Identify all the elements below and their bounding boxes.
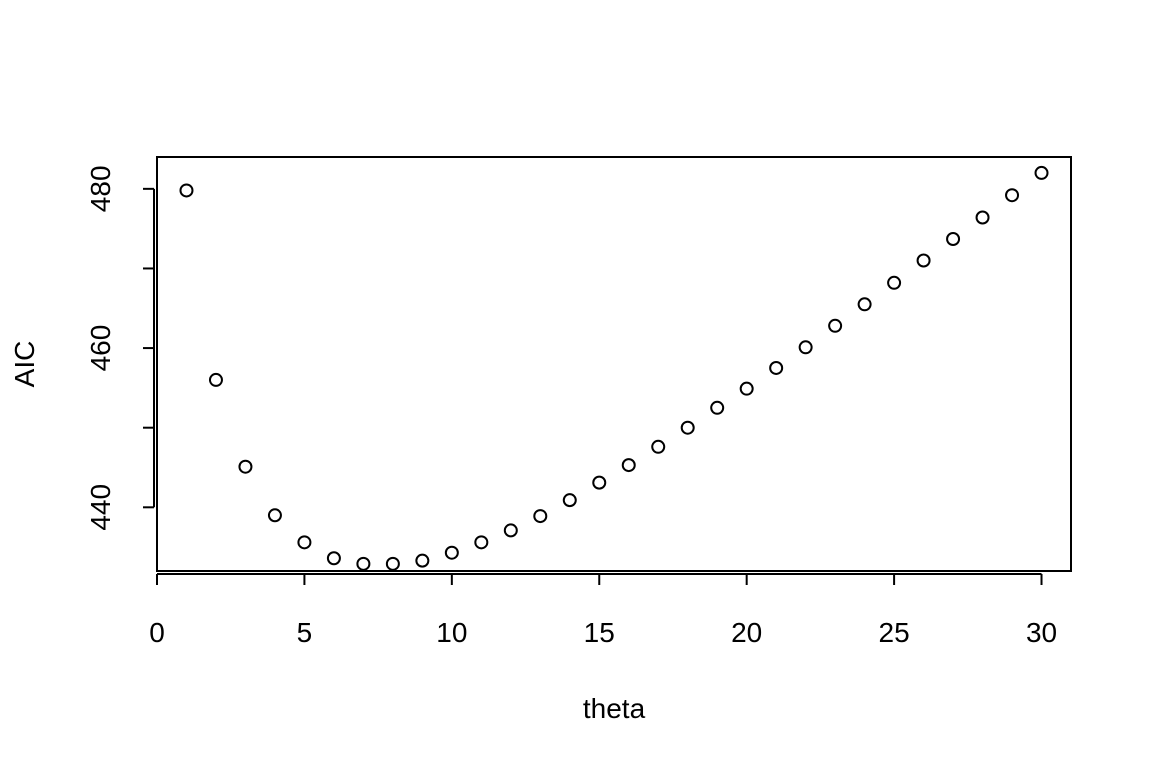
x-tick-label: 5 [297, 617, 313, 648]
data-point [769, 360, 784, 375]
y-tick-label: 480 [85, 165, 116, 212]
x-axis-title: theta [583, 693, 646, 724]
x-tick-label: 20 [731, 617, 762, 648]
data-point [208, 372, 223, 387]
y-axis: 440 460 480 [85, 165, 155, 531]
data-point [887, 275, 902, 290]
data-point [474, 535, 489, 550]
x-tick-label: 10 [436, 617, 467, 648]
data-point [385, 556, 400, 571]
data-point [179, 183, 194, 198]
data-point [297, 535, 312, 550]
x-tick-label: 15 [584, 617, 615, 648]
data-point [946, 232, 961, 247]
data-point [1005, 188, 1020, 203]
data-point [975, 210, 990, 225]
data-point [621, 458, 636, 473]
data-point [739, 381, 754, 396]
y-axis-title: AIC [9, 341, 40, 388]
data-point [326, 551, 341, 566]
data-point [592, 475, 607, 490]
x-axis: 0 5 10 15 20 25 30 [149, 573, 1057, 648]
data-point [857, 297, 872, 312]
data-point [533, 509, 548, 524]
data-point [651, 439, 666, 454]
data-point [680, 420, 695, 435]
plot-frame [156, 156, 1072, 572]
y-tick-label: 440 [85, 484, 116, 531]
data-point [710, 400, 725, 415]
data-point [798, 340, 813, 355]
x-tick-label: 0 [149, 617, 165, 648]
data-point [1034, 165, 1049, 180]
data-point [562, 493, 577, 508]
data-point [503, 523, 518, 538]
data-point [828, 318, 843, 333]
x-tick-label: 30 [1026, 617, 1057, 648]
data-point [267, 508, 282, 523]
data-points [179, 165, 1049, 571]
x-tick-label: 25 [879, 617, 910, 648]
data-point [415, 553, 430, 568]
y-tick-label: 460 [85, 325, 116, 372]
data-point [444, 545, 459, 560]
data-point [916, 253, 931, 268]
data-point [238, 459, 253, 474]
data-point [356, 556, 371, 571]
